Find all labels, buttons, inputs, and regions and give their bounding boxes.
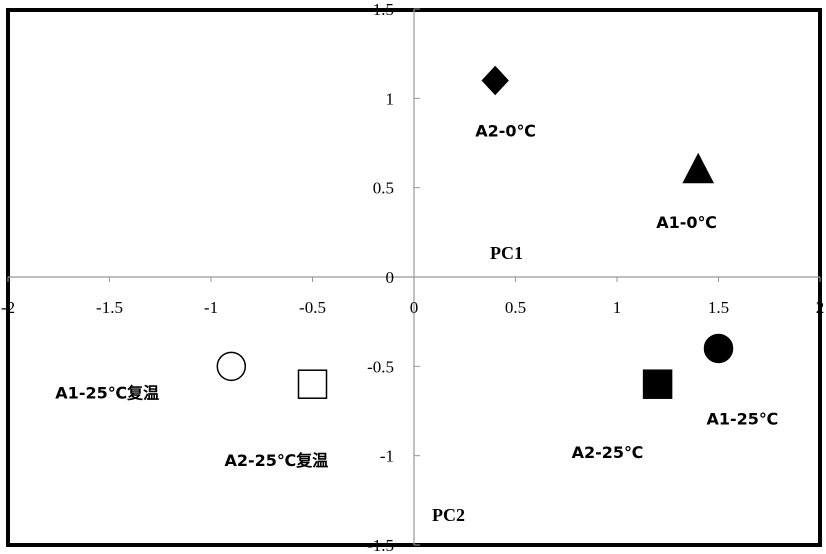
x-tick-label: 0.5 [505,298,526,317]
point-square [297,369,328,399]
point-triangle [682,152,715,184]
point-diamond [481,65,509,96]
x-tick-label: -0.5 [299,298,326,317]
x-tick-label: -1 [204,298,218,317]
point-square [642,369,673,399]
y-tick-label: -1.5 [367,536,394,554]
y-tick-label: 0 [386,268,395,287]
x-axis-title: PC1 [490,243,523,263]
point-label: A1-25℃复温 [55,383,159,402]
y-tick-label: 1 [386,89,395,108]
point-label: A2-0℃ [475,121,536,140]
x-tick-label: -2 [1,298,15,317]
y-tick-label: -1 [380,447,394,466]
x-tick-label: 2 [816,298,825,317]
x-tick-label: 1.5 [708,298,729,317]
point-label: A1-0℃ [656,213,717,232]
point-circle [703,333,734,364]
point-label: A2-25℃复温 [225,451,329,470]
point-label: A2-25℃ [572,443,644,462]
point-circle [216,351,247,382]
y-tick-label: 1.5 [373,0,394,19]
point-label: A1-25℃ [707,409,779,428]
x-tick-label: 1 [613,298,622,317]
y-axis-title: PC2 [432,505,465,525]
y-tick-label: -0.5 [367,357,394,376]
y-tick-label: 0.5 [373,179,394,198]
x-tick-label: -1.5 [96,298,123,317]
x-tick-label: 0 [410,298,419,317]
